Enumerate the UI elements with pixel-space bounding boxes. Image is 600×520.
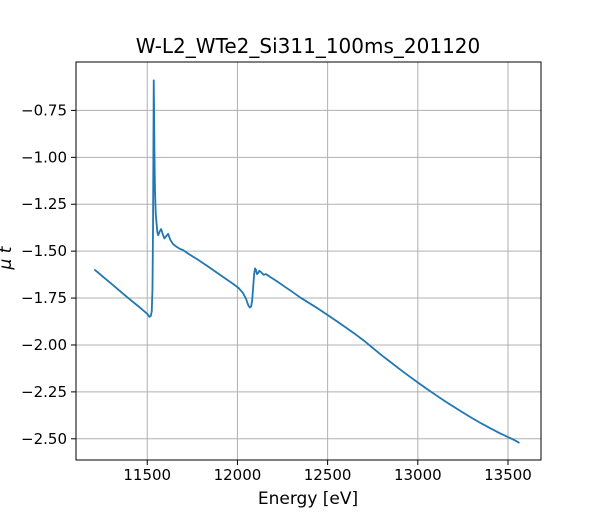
y-tick-label: −1.50 bbox=[21, 242, 67, 260]
x-tick-label: 12500 bbox=[304, 466, 352, 484]
y-tick-label: −2.25 bbox=[21, 383, 67, 401]
axes-spines bbox=[75, 61, 542, 461]
chart-title: W-L2_WTe2_Si311_100ms_201120 bbox=[136, 34, 481, 58]
y-tick-label: −1.00 bbox=[21, 148, 67, 166]
plot-layer bbox=[94, 79, 520, 444]
grid-layer bbox=[76, 62, 541, 460]
y-tick-label: −1.25 bbox=[21, 195, 67, 213]
x-tick-label: 12000 bbox=[214, 466, 262, 484]
y-tick-label: −1.75 bbox=[21, 289, 67, 307]
x-tick-label: 13000 bbox=[394, 466, 442, 484]
y-tick-label: −0.75 bbox=[21, 101, 67, 119]
tick-layer: 11500 12000 12500 13000 13500 −0.75 −1.00 −1.25… bbox=[21, 101, 532, 484]
x-axis-label: Energy [eV] bbox=[258, 489, 358, 509]
x-tick-label: 11500 bbox=[123, 466, 171, 484]
y-tick-label: −2.00 bbox=[21, 336, 67, 354]
x-tick-label: 13500 bbox=[484, 466, 532, 484]
data-line bbox=[94, 79, 520, 444]
y-axis-label: μ t bbox=[0, 245, 16, 270]
y-tick-label: −2.50 bbox=[21, 430, 67, 448]
